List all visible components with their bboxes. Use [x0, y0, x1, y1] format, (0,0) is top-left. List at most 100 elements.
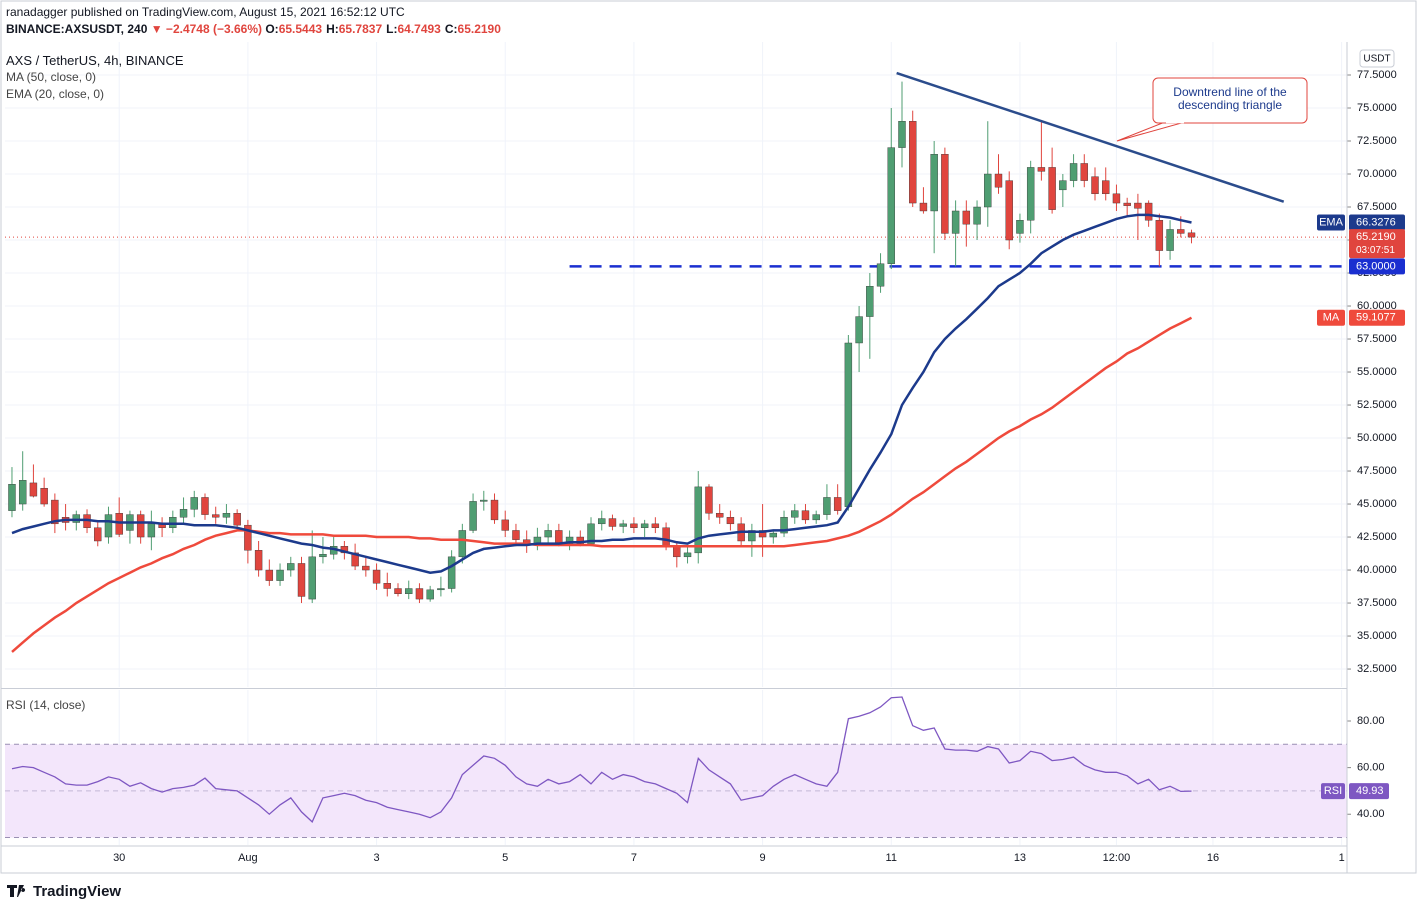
candle-body	[780, 517, 788, 534]
candle-body	[1112, 193, 1121, 204]
candle-body	[372, 569, 381, 584]
candle-body	[405, 588, 413, 595]
x-tick-label: 1	[1339, 852, 1345, 864]
candle-body	[447, 556, 456, 589]
ema-legend: EMA (20, close, 0)	[6, 87, 105, 101]
logo-icon	[7, 885, 26, 897]
candle-body	[866, 286, 874, 317]
tag-name: RSI	[1324, 785, 1342, 797]
candle-body	[608, 518, 617, 527]
candle-body	[265, 569, 274, 581]
x-tick-label: 11	[886, 852, 897, 864]
candle-body	[555, 530, 563, 544]
currency-box	[1359, 49, 1395, 68]
y-tick-label: 52.5000	[1357, 399, 1397, 411]
candle-body	[179, 509, 188, 518]
candle-body	[201, 497, 209, 515]
candle-body	[94, 527, 102, 542]
candle-body	[619, 523, 627, 527]
candle-body	[40, 487, 48, 505]
y-tick-label: 40.0000	[1357, 564, 1397, 576]
candle-body	[801, 510, 810, 521]
candle-body	[887, 147, 895, 264]
tag-name: MA	[1323, 312, 1340, 324]
candle-body	[383, 583, 391, 589]
price-tag	[1349, 258, 1405, 275]
candle-body	[726, 517, 735, 525]
candle-body	[480, 499, 488, 502]
countdown: 03:07:51	[1356, 245, 1395, 256]
candle-body	[876, 263, 885, 287]
x-tick-label: 16	[1207, 852, 1219, 864]
candle-body	[673, 546, 681, 558]
candle-body	[1069, 163, 1078, 181]
candle-body	[833, 497, 842, 511]
y-tick-label: 75.0000	[1357, 102, 1397, 114]
y-tick-label: 40.00	[1357, 808, 1385, 820]
x-tick-label: 7	[631, 852, 637, 864]
candle-body	[136, 514, 145, 538]
candle-body	[276, 569, 284, 581]
candle-body	[1177, 229, 1185, 234]
y-tick-label: 35.0000	[1357, 630, 1397, 642]
currency: USDT	[1363, 54, 1390, 65]
candle-body	[222, 513, 231, 518]
candle-body	[1059, 180, 1067, 191]
candle-body	[212, 514, 220, 518]
x-tick-label: 9	[760, 852, 766, 864]
candle-body	[254, 550, 263, 571]
plot-frame	[0, 0, 1417, 874]
candle-body	[1005, 180, 1013, 241]
annotation-text: descending triangle	[1178, 98, 1282, 112]
tag-name-box	[1317, 214, 1345, 231]
candle-body	[651, 523, 660, 528]
candle-body	[1102, 180, 1110, 195]
ohlc-value: 65.5443	[278, 22, 323, 36]
ohlc: O:65.5443 H:65.7837 L:64.7493 C:65.2190	[265, 22, 505, 36]
candle-body	[823, 497, 831, 515]
candle-body	[490, 499, 499, 521]
candle-body	[190, 497, 198, 510]
candle-body	[437, 588, 445, 591]
candle-body	[951, 210, 960, 234]
candle-body	[919, 202, 928, 212]
y-tick-label: 45.0000	[1357, 498, 1397, 510]
price-tag-label: 66.3276	[1356, 216, 1396, 228]
ohlc-key: L:	[386, 22, 398, 36]
candle-body	[962, 210, 971, 225]
y-tick-label: 55.0000	[1357, 366, 1397, 378]
rsi-line	[11, 696, 1192, 823]
candle-body	[469, 501, 477, 531]
tag-name: EMA	[1319, 216, 1344, 228]
candle-body	[683, 552, 692, 558]
candle-body	[630, 523, 638, 528]
candle-body	[244, 524, 252, 551]
candle-body	[994, 173, 1003, 188]
candle-body	[115, 513, 123, 535]
price-tag-label: 49.93	[1356, 785, 1384, 797]
y-tick-label: 60.00	[1357, 762, 1385, 774]
ohlc-value: 65.2190	[457, 22, 501, 36]
logo-text: TradingView	[33, 883, 121, 900]
callout-pointer	[1116, 121, 1186, 142]
candle-body	[308, 556, 316, 600]
candle-body	[1144, 202, 1153, 221]
candle-body	[415, 588, 424, 600]
candle-body	[512, 530, 520, 540]
candle-body	[565, 536, 574, 544]
candle-body	[319, 553, 327, 558]
candle-body	[662, 527, 670, 547]
ohlc-value: 64.7493	[397, 22, 441, 36]
candle-body	[501, 519, 509, 531]
candle-body	[769, 532, 778, 538]
x-tick-label: 3	[373, 852, 379, 864]
candle-body	[748, 530, 756, 542]
y-tick-label: 72.5000	[1357, 135, 1397, 147]
candle-body	[1016, 220, 1024, 234]
price-tag	[1349, 309, 1405, 326]
candle-body	[1123, 202, 1131, 206]
candle-body	[812, 514, 820, 521]
last-price-tag	[1349, 229, 1405, 259]
trendline	[896, 71, 1285, 203]
